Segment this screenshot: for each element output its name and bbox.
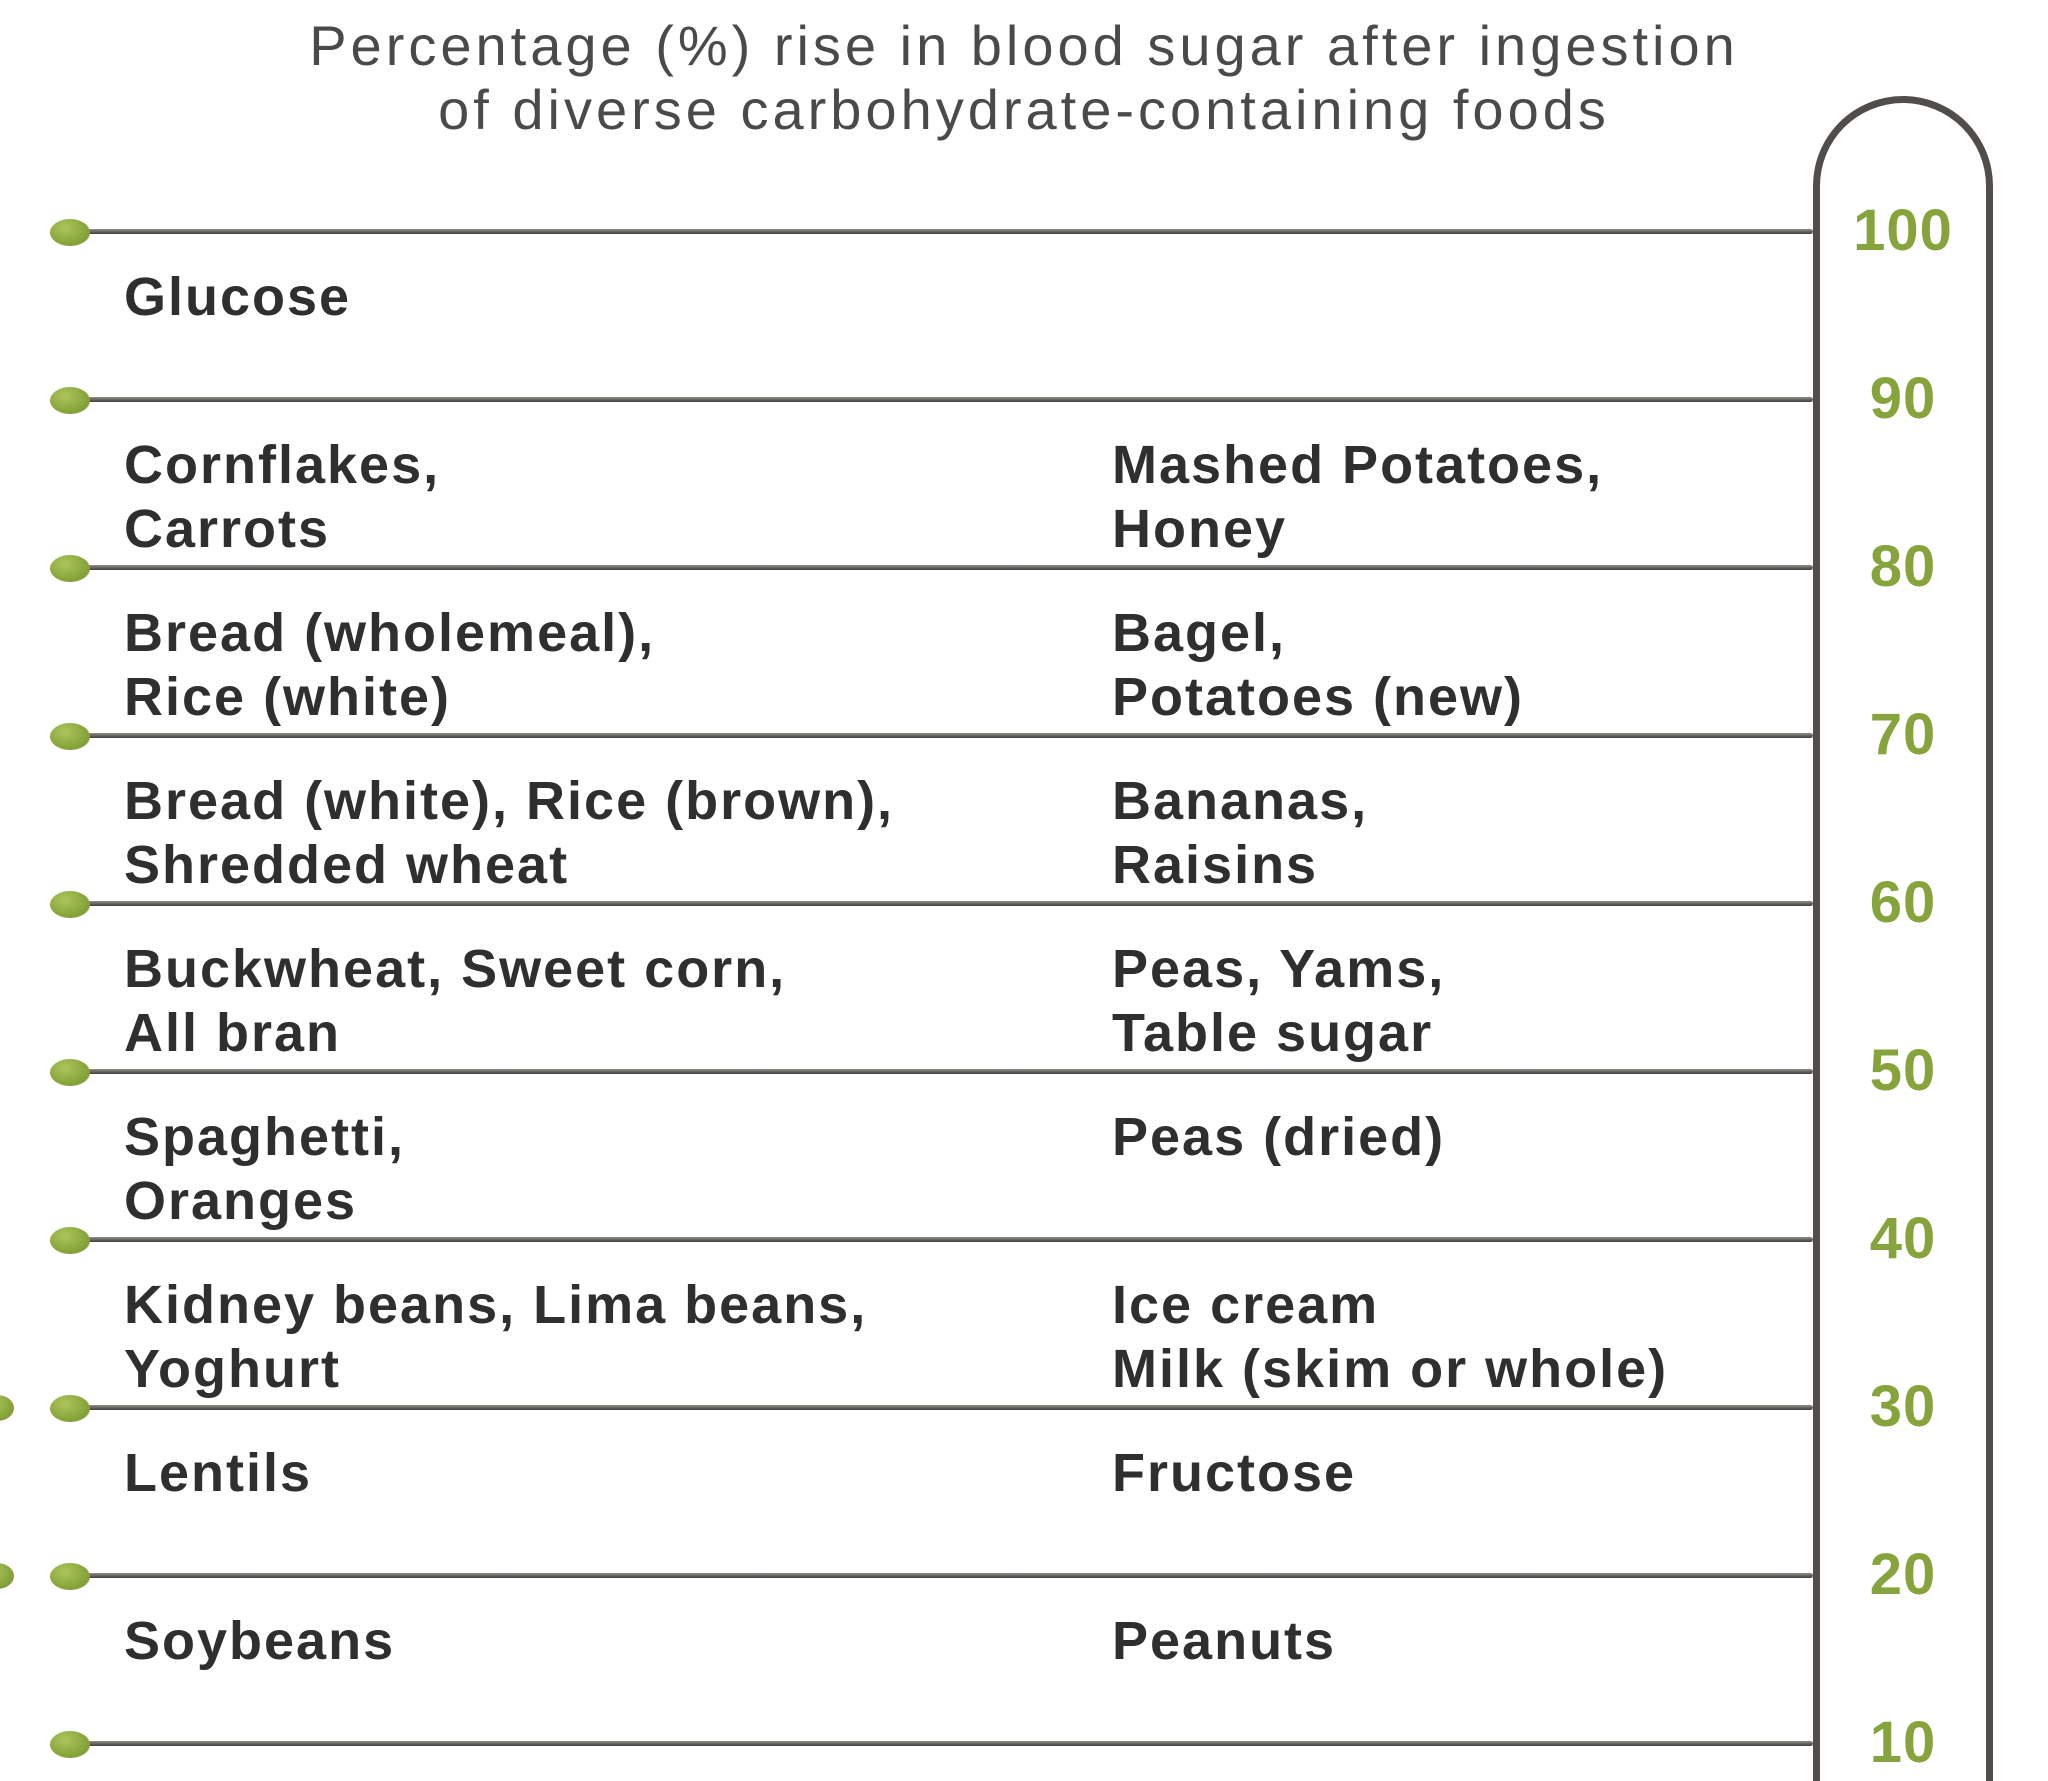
food-label-left-row2: Cornflakes, Carrots — [124, 435, 441, 559]
food-label-left-row5: Buckwheat, Sweet corn, All bran — [124, 939, 787, 1063]
food-label-right-row7: Ice cream Milk (skim or whole) — [1112, 1275, 1669, 1399]
chart-title: Percentage (%) rise in blood sugar after… — [0, 14, 2048, 142]
chart-title-line2: of diverse carbohydrate-containing foods — [438, 78, 1610, 141]
scale-dot-20 — [50, 1563, 90, 1590]
food-label-right-row6: Peas (dried) — [1112, 1107, 1446, 1167]
grid-line-30 — [70, 1405, 1813, 1410]
edge-artifact-dot-30 — [0, 1395, 14, 1421]
thermometer-scale-tube — [1813, 96, 1993, 1781]
scale-dot-60 — [50, 891, 90, 918]
food-label-right-row3: Bagel, Potatoes (new) — [1112, 603, 1525, 727]
scale-dot-50 — [50, 1059, 90, 1086]
scale-tick-label-60: 60 — [1869, 870, 1937, 935]
scale-tick-label-20: 20 — [1869, 1542, 1937, 1607]
grid-line-50 — [70, 1069, 1813, 1074]
chart-title-line1: Percentage (%) rise in blood sugar after… — [309, 14, 1739, 77]
grid-line-100 — [70, 229, 1813, 234]
food-label-left-row9: Soybeans — [124, 1611, 396, 1671]
food-label-right-row5: Peas, Yams, Table sugar — [1112, 939, 1446, 1063]
scale-dot-30 — [50, 1395, 90, 1422]
edge-artifact-dot-20 — [0, 1563, 14, 1589]
scale-tick-label-30: 30 — [1869, 1374, 1937, 1439]
grid-line-90 — [70, 397, 1813, 402]
scale-tick-label-100: 100 — [1853, 198, 1953, 263]
food-label-left-row6: Spaghetti, Oranges — [124, 1107, 406, 1231]
scale-dot-10 — [50, 1731, 90, 1758]
scale-dot-90 — [50, 387, 90, 414]
grid-line-40 — [70, 1237, 1813, 1242]
scale-tick-label-90: 90 — [1869, 366, 1937, 431]
scale-dot-40 — [50, 1227, 90, 1254]
food-label-left-row1: Glucose — [124, 267, 352, 327]
scale-tick-label-80: 80 — [1869, 534, 1937, 599]
grid-line-10 — [70, 1741, 1813, 1746]
food-label-left-row3: Bread (wholemeal), Rice (white) — [124, 603, 656, 727]
scale-dot-70 — [50, 723, 90, 750]
food-label-right-row2: Mashed Potatoes, Honey — [1112, 435, 1604, 559]
scale-tick-label-10: 10 — [1869, 1710, 1937, 1775]
scale-dot-80 — [50, 555, 90, 582]
grid-line-70 — [70, 733, 1813, 738]
scale-tick-label-50: 50 — [1869, 1038, 1937, 1103]
food-label-right-row9: Peanuts — [1112, 1611, 1337, 1671]
scale-tick-label-40: 40 — [1869, 1206, 1937, 1271]
food-label-left-row7: Kidney beans, Lima beans, Yoghurt — [124, 1275, 868, 1399]
food-label-right-row4: Bananas, Raisins — [1112, 771, 1369, 895]
grid-line-60 — [70, 901, 1813, 906]
food-label-right-row8: Fructose — [1112, 1443, 1357, 1503]
scale-dot-100 — [50, 219, 90, 246]
food-label-left-row4: Bread (white), Rice (brown), Shredded wh… — [124, 771, 895, 895]
food-label-left-row8: Lentils — [124, 1443, 313, 1503]
scale-tick-label-70: 70 — [1869, 702, 1937, 767]
grid-line-80 — [70, 565, 1813, 570]
grid-line-20 — [70, 1573, 1813, 1578]
